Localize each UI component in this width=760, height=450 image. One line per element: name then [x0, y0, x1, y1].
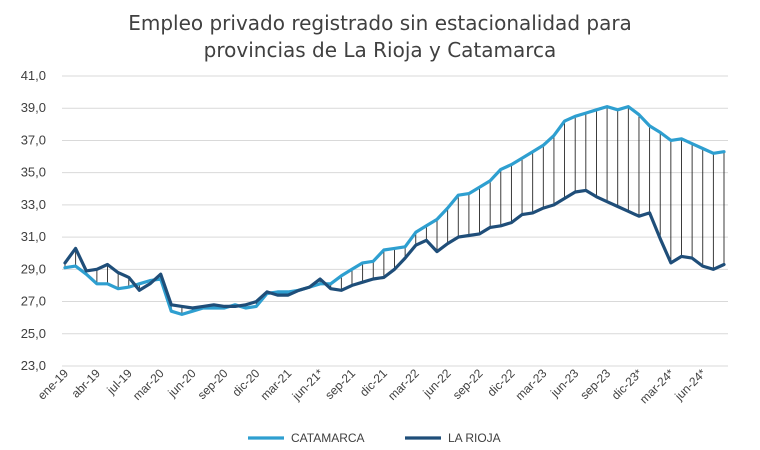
- x-tick-label: jun-20: [164, 366, 198, 400]
- y-tick-label: 27,0: [21, 294, 46, 309]
- chart-title-line-1: Empleo privado registrado sin estacional…: [128, 11, 632, 35]
- chart-title: Empleo privado registrado sin estacional…: [0, 10, 760, 64]
- series-line-catamarca: [63, 104, 726, 316]
- y-tick-label: 41,0: [21, 68, 46, 83]
- x-tick-label: sep-23: [577, 366, 613, 402]
- legend: CATAMARCA LA RIOJA: [248, 431, 501, 445]
- x-tick-label: jun-24*: [671, 366, 709, 404]
- x-tick-label: jun-23: [547, 366, 581, 400]
- y-tick-label: 23,0: [21, 358, 46, 373]
- x-tick-label: abr-19: [69, 366, 104, 401]
- series-lines: [63, 104, 726, 316]
- x-tick-label: jun-22: [420, 366, 454, 400]
- y-tick-label: 25,0: [21, 326, 46, 341]
- x-tick-label: sep-21: [322, 366, 358, 402]
- series-line-la-rioja: [63, 188, 726, 310]
- x-tick-label: mar-22: [385, 366, 422, 403]
- chart-title-line-2: provincias de La Rioja y Catamarca: [203, 38, 557, 62]
- gridlines: [62, 75, 728, 367]
- x-tick-label: sep-20: [195, 366, 231, 402]
- y-axis-ticks: 23,0 25,0 27,0 29,0 31,0 33,0 35,0 37,0 39,0 41,0: [21, 68, 46, 373]
- y-tick-label: 35,0: [21, 165, 46, 180]
- x-tick-label: mar-20: [130, 366, 167, 403]
- x-tick-label: mar-23: [513, 366, 550, 403]
- x-tick-label: jun-21*: [289, 366, 327, 404]
- legend-label: LA RIOJA: [448, 431, 501, 445]
- y-tick-label: 39,0: [21, 100, 46, 115]
- x-tick-label: mar-21: [258, 366, 295, 403]
- x-tick-label: sep-22: [450, 366, 486, 402]
- y-tick-label: 37,0: [21, 132, 46, 147]
- x-tick-label: mar-24*: [637, 366, 677, 406]
- legend-label: CATAMARCA: [291, 431, 365, 445]
- y-tick-label: 31,0: [21, 229, 46, 244]
- y-tick-label: 33,0: [21, 197, 46, 212]
- y-tick-label: 29,0: [21, 261, 46, 276]
